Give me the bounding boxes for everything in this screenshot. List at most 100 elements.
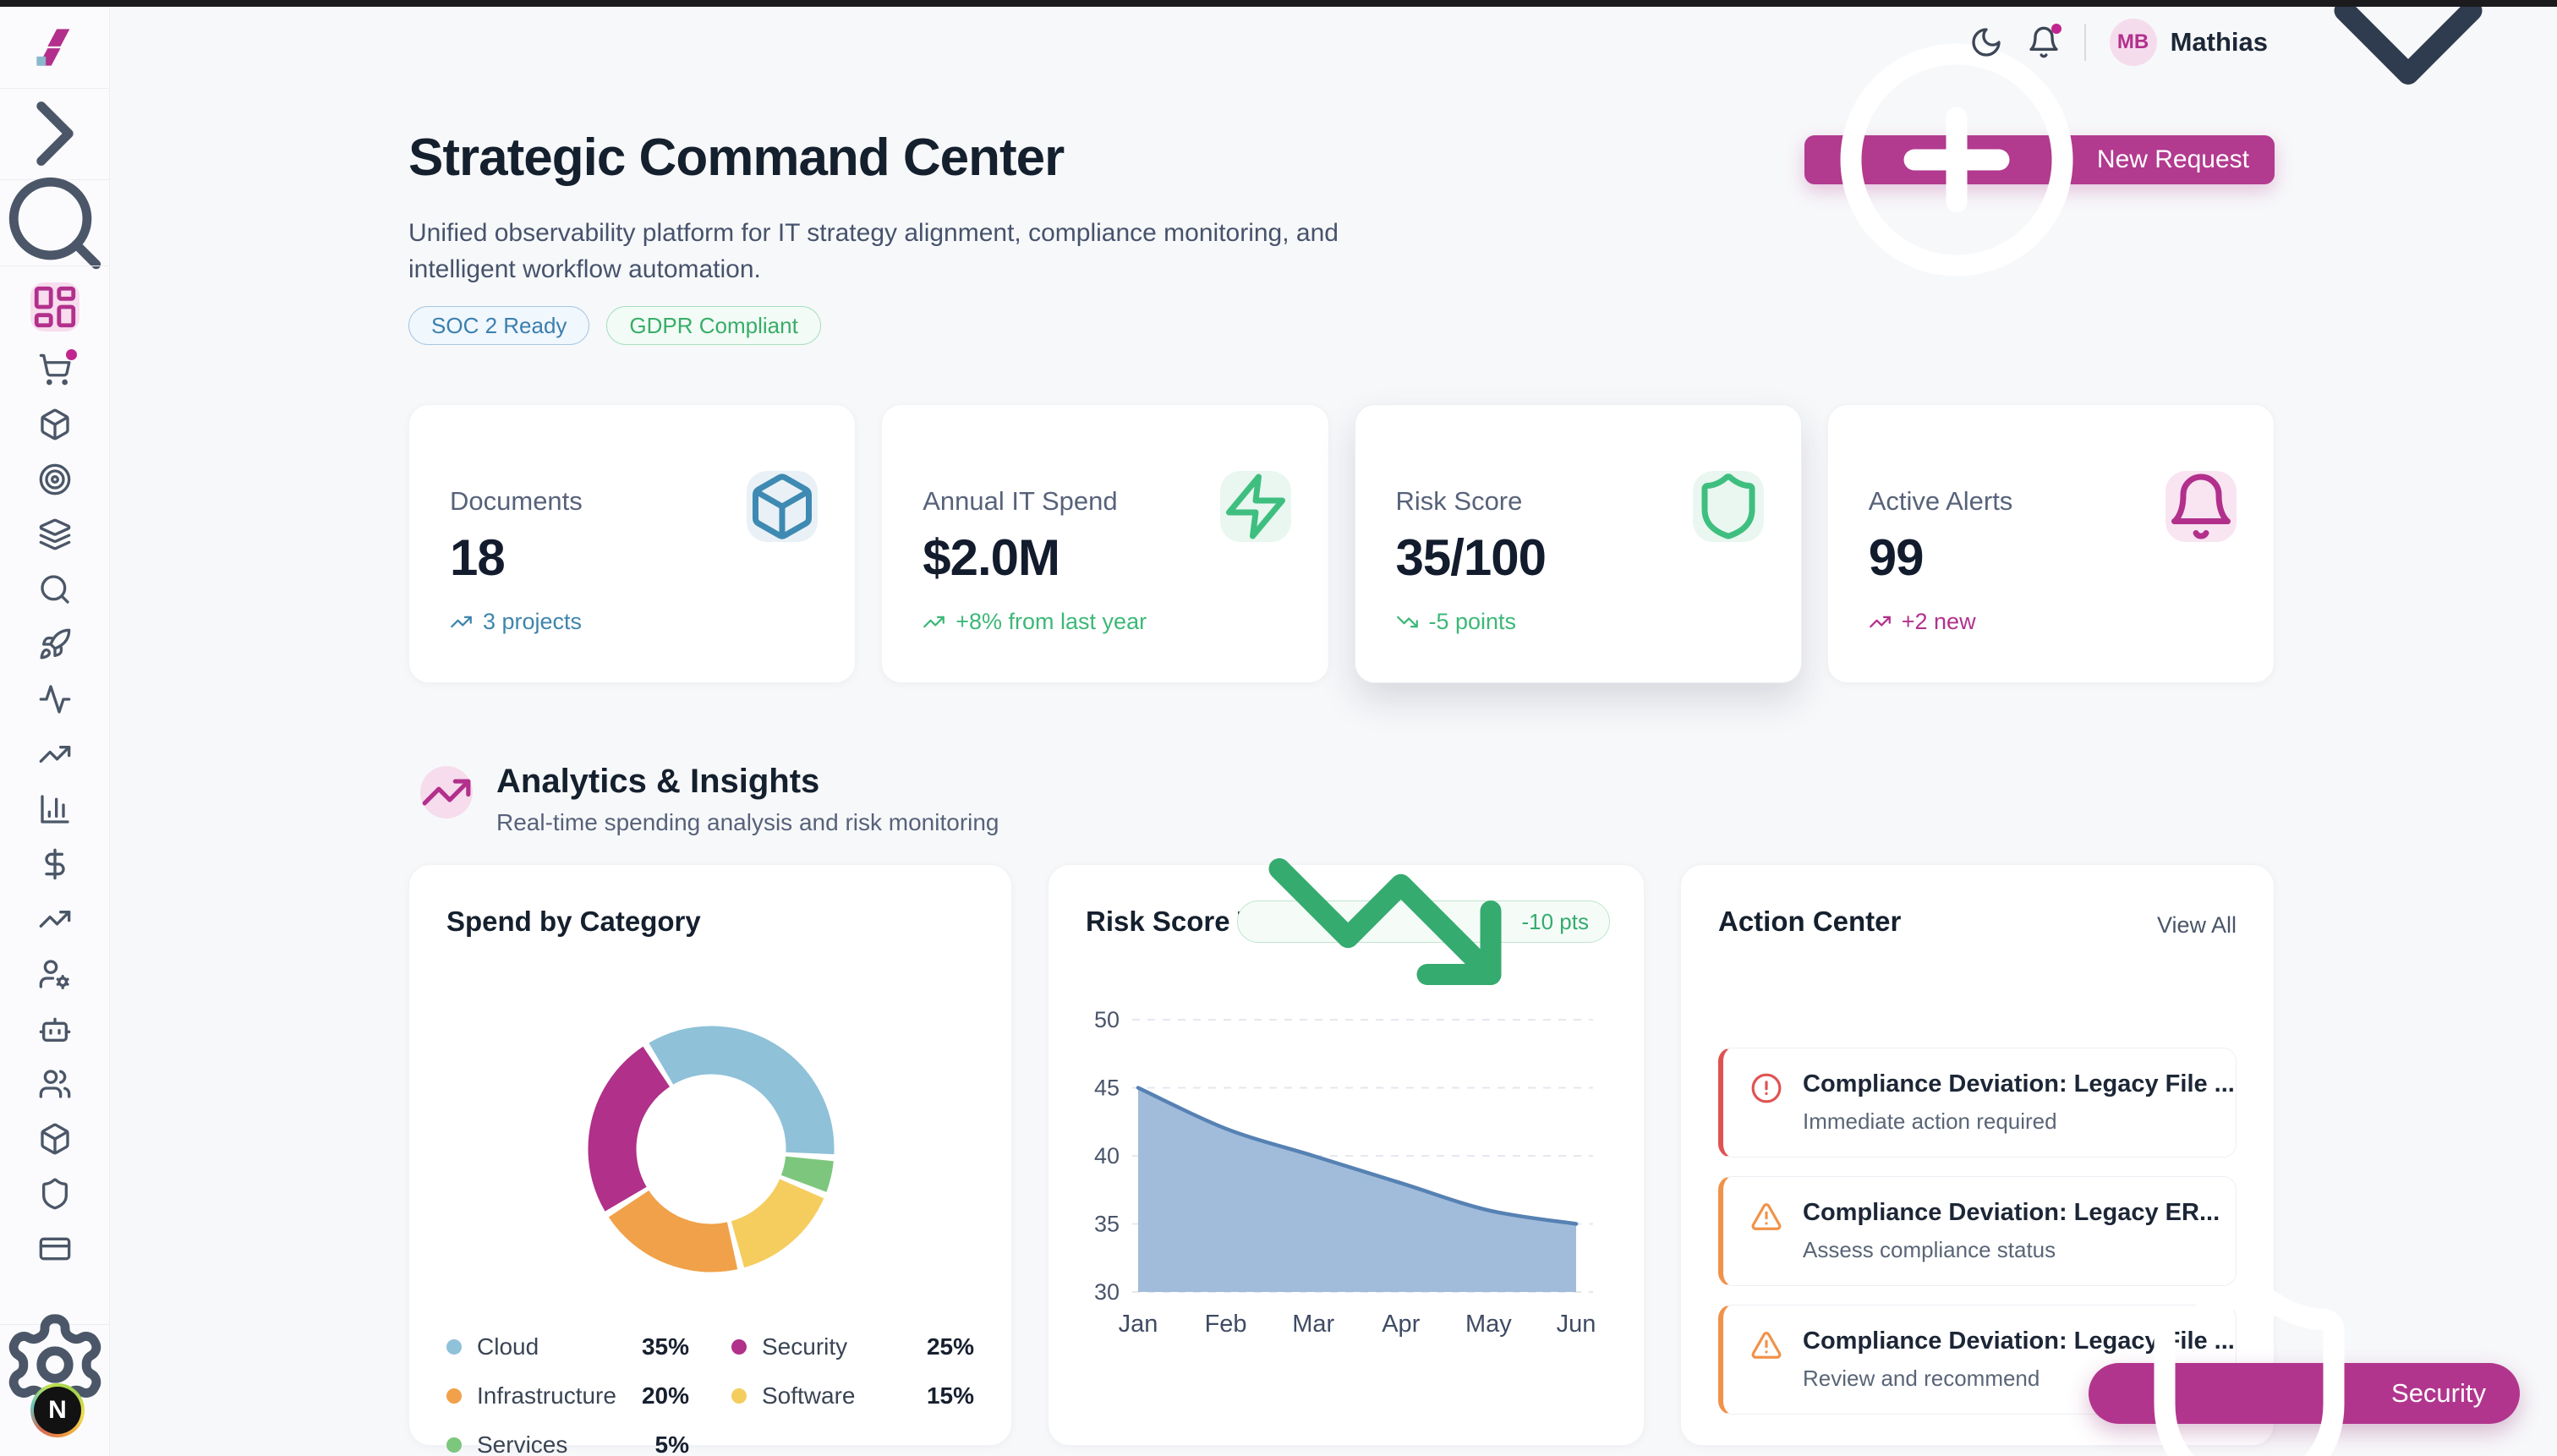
stat-card-active-alerts[interactable]: Active Alerts 99 +2 new	[1826, 404, 2275, 683]
user-menu[interactable]: MB Mathias	[2109, 0, 2535, 169]
action-item-subtitle: Assess compliance status	[1803, 1237, 2056, 1262]
sidebar-item-cart[interactable]	[38, 349, 77, 386]
spend-donut-chart	[588, 1026, 835, 1273]
sidebar-item-layers[interactable]	[38, 517, 72, 551]
trending-up-icon	[422, 779, 471, 806]
sidebar-settings-button[interactable]	[0, 1314, 110, 1415]
sidebar-item-shield[interactable]	[38, 1177, 72, 1211]
sidebar-item-bar-chart[interactable]	[38, 792, 72, 826]
analytics-section-subtitle: Real-time spending analysis and risk mon…	[496, 809, 999, 835]
new-request-label: New Request	[2096, 145, 2249, 173]
action-item-subtitle: Review and recommend	[1803, 1366, 2040, 1391]
sidebar-item-layout-dashboard-active[interactable]	[30, 282, 79, 331]
stat-label: Active Alerts	[1868, 486, 2013, 516]
stat-icon-box	[1219, 471, 1291, 542]
sidebar-item-rocket[interactable]	[38, 627, 72, 661]
svg-text:Feb: Feb	[1205, 1311, 1247, 1338]
alert-circle-icon	[1751, 1073, 1782, 1103]
sidebar-divider	[0, 88, 110, 89]
stat-label: Documents	[450, 486, 583, 516]
security-fab-button[interactable]: Security	[2089, 1276, 2520, 1456]
analytics-row: Spend by Category Cloud 35% Security 25%…	[408, 858, 2275, 1456]
legend-item: Software 15%	[731, 1377, 974, 1415]
donut-slice-software[interactable]	[730, 1178, 824, 1268]
action-center-title: Action Center	[1718, 906, 1902, 937]
notification-dot	[2051, 24, 2061, 34]
layers-icon	[39, 518, 71, 550]
stat-delta: +2 new	[1869, 609, 2233, 635]
analytics-section-title: Analytics & Insights	[496, 763, 820, 800]
risk-trend-badge: -10 pts	[1236, 858, 1610, 985]
sidebar-search-button[interactable]	[0, 177, 110, 270]
bell-icon	[2029, 26, 2058, 58]
zap-icon	[1225, 473, 1285, 539]
action-item[interactable]: Compliance Deviation: Legacy File ... Im…	[1718, 1048, 2271, 1158]
chevron-down-icon	[2334, 0, 2483, 85]
action-item-list: Compliance Deviation: Legacy File ... Im…	[1718, 1048, 2271, 1415]
donut-slice-cloud[interactable]	[649, 1026, 835, 1155]
legend-dot	[446, 1437, 462, 1453]
sidebar-item-trending-up[interactable]	[38, 902, 72, 936]
sidebar-item-search[interactable]	[38, 572, 72, 606]
trending-down-icon	[1396, 616, 1418, 628]
stat-card-risk-score[interactable]: Risk Score 35/100 -5 points	[1354, 404, 1802, 683]
action-item-subtitle: Immediate action required	[1803, 1108, 2057, 1134]
sidebar-item-bot[interactable]	[38, 1012, 72, 1046]
shield-icon	[1701, 473, 1755, 539]
user-name: Mathias	[2170, 27, 2268, 57]
svg-text:45: 45	[1094, 1076, 1120, 1101]
package-icon	[41, 1123, 69, 1155]
action-item-title: Compliance Deviation: Legacy ER...	[1803, 1199, 2220, 1226]
sidebar-item-credit-card[interactable]	[38, 1232, 72, 1266]
sidebar-divider	[0, 265, 110, 266]
bell-icon	[2171, 473, 2231, 539]
sidebar-item-user-cog[interactable]	[38, 957, 72, 991]
trending-up-icon	[923, 616, 945, 628]
stat-delta: -5 points	[1396, 609, 1760, 635]
sidebar-item-trending-up[interactable]	[38, 737, 72, 771]
svg-text:30: 30	[1094, 1279, 1120, 1305]
notifications-button[interactable]	[2027, 24, 2061, 59]
legend-dot	[731, 1339, 747, 1355]
view-all-link[interactable]: View All	[2156, 912, 2237, 938]
stat-card-annual-spend[interactable]: Annual IT Spend $2.0M +8% from last year	[881, 404, 1329, 683]
svg-text:Apr: Apr	[1382, 1311, 1420, 1338]
donut-slice-infrastructure[interactable]	[608, 1190, 738, 1273]
stat-icon-box	[747, 471, 819, 542]
app-logo[interactable]	[0, 25, 110, 69]
dev-tools-badge[interactable]: N	[30, 1383, 85, 1437]
new-request-button[interactable]: New Request	[1804, 43, 2275, 276]
sidebar-expand-button[interactable]	[0, 101, 110, 166]
action-item[interactable]: Compliance Deviation: Legacy ER... Asses…	[1718, 1176, 2257, 1286]
stat-card-documents[interactable]: Documents 18 3 projects	[408, 404, 857, 683]
sidebar-item-package[interactable]	[38, 1122, 72, 1156]
dark-mode-toggle[interactable]	[1969, 25, 2003, 59]
shield-icon	[2154, 1276, 2345, 1456]
stat-delta: +8% from last year	[923, 609, 1287, 635]
stat-label: Risk Score	[1395, 486, 1523, 516]
stat-icon-box	[1692, 471, 1764, 542]
security-fab-label: Security	[2391, 1378, 2486, 1408]
sidebar-item-target[interactable]	[38, 463, 72, 496]
stat-value: 18	[450, 529, 506, 586]
activity-icon	[39, 685, 71, 714]
search-icon	[8, 177, 101, 270]
window-top-strip	[0, 0, 2557, 7]
action-center-card: Action Center View All Compliance Deviat…	[1680, 864, 2275, 1446]
sidebar-item-activity[interactable]	[38, 682, 72, 716]
user-cog-icon	[39, 960, 69, 989]
sidebar-item-package[interactable]	[38, 408, 72, 441]
area-fill	[1138, 1087, 1576, 1292]
legend-item: Cloud 35%	[446, 1328, 689, 1366]
sidebar-item-dollar[interactable]	[38, 847, 72, 881]
trending-up-icon	[39, 746, 71, 763]
area-line	[1136, 1086, 1579, 1226]
donut-slice-services[interactable]	[780, 1155, 834, 1192]
shield-icon	[42, 1178, 68, 1210]
donut-slice-security[interactable]	[588, 1046, 671, 1212]
spend-by-category-card: Spend by Category Cloud 35% Security 25%…	[408, 864, 1012, 1456]
analytics-section-icon	[420, 766, 473, 818]
trending-up-icon	[39, 911, 71, 928]
sidebar-item-users[interactable]	[38, 1067, 72, 1101]
